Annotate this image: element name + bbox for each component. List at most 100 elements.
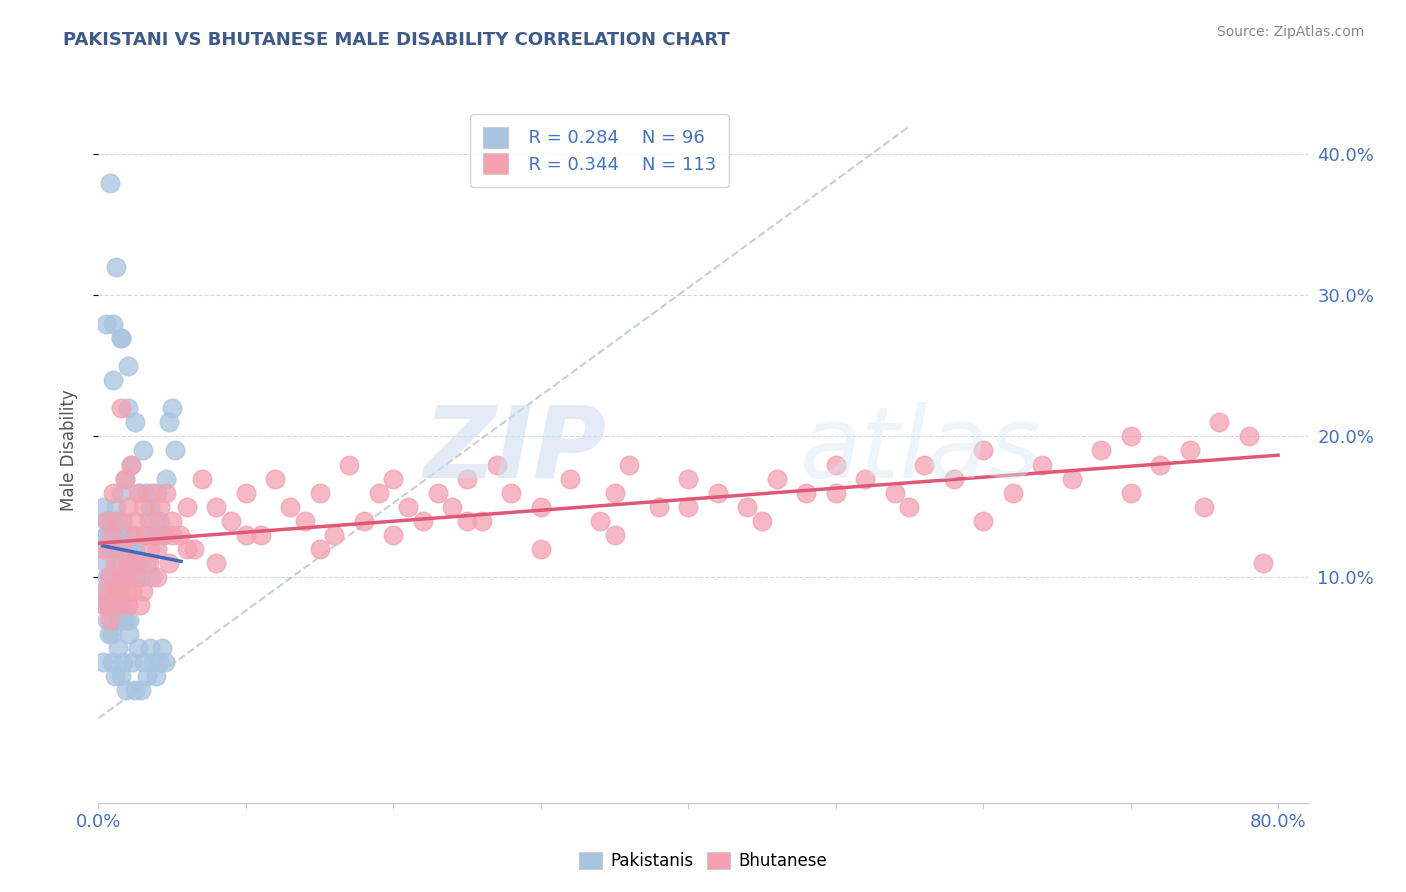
Point: [146, 570, 169, 584]
Point: [108, 599, 131, 613]
Point: [150, 640, 173, 655]
Point: [101, 584, 124, 599]
Point: [100, 528, 122, 542]
Point: [101, 485, 124, 500]
Point: [97, 584, 120, 599]
Point: [235, 485, 257, 500]
Point: [101, 317, 124, 331]
Point: [205, 556, 228, 570]
Point: [97, 542, 120, 557]
Point: [735, 500, 758, 514]
Point: [308, 485, 330, 500]
Point: [382, 472, 405, 486]
Point: [98, 514, 121, 528]
Point: [883, 485, 905, 500]
Point: [115, 584, 138, 599]
Point: [143, 514, 166, 528]
Point: [205, 500, 228, 514]
Point: [160, 514, 183, 528]
Point: [121, 542, 143, 557]
Point: [1178, 443, 1201, 458]
Point: [96, 570, 118, 584]
Point: [235, 528, 257, 542]
Point: [93, 599, 115, 613]
Point: [136, 669, 159, 683]
Text: PAKISTANI VS BHUTANESE MALE DISABILITY CORRELATION CHART: PAKISTANI VS BHUTANESE MALE DISABILITY C…: [63, 31, 730, 49]
Point: [1208, 415, 1230, 429]
Point: [456, 514, 478, 528]
Point: [139, 542, 162, 557]
Point: [141, 485, 163, 500]
Point: [105, 584, 128, 599]
Text: Source: ZipAtlas.com: Source: ZipAtlas.com: [1216, 25, 1364, 39]
Point: [127, 556, 149, 570]
Point: [560, 472, 582, 486]
Point: [530, 542, 553, 557]
Point: [138, 556, 160, 570]
Point: [122, 570, 145, 584]
Point: [824, 458, 846, 472]
Point: [110, 331, 132, 345]
Point: [382, 528, 405, 542]
Point: [97, 599, 120, 613]
Point: [337, 458, 360, 472]
Point: [121, 655, 143, 669]
Point: [112, 613, 135, 627]
Point: [141, 570, 163, 584]
Point: [972, 514, 994, 528]
Point: [124, 415, 146, 429]
Point: [100, 626, 122, 640]
Point: [169, 528, 191, 542]
Point: [1149, 458, 1171, 472]
Point: [294, 514, 316, 528]
Point: [139, 500, 162, 514]
Point: [118, 613, 141, 627]
Point: [120, 570, 142, 584]
Point: [471, 514, 494, 528]
Point: [115, 613, 138, 627]
Point: [485, 458, 508, 472]
Point: [107, 542, 129, 557]
Point: [91, 500, 114, 514]
Point: [135, 485, 157, 500]
Point: [146, 542, 169, 557]
Point: [108, 613, 131, 627]
Point: [1253, 556, 1275, 570]
Point: [98, 599, 121, 613]
Point: [648, 500, 671, 514]
Point: [1194, 500, 1216, 514]
Point: [1090, 443, 1112, 458]
Point: [118, 528, 141, 542]
Point: [93, 584, 115, 599]
Point: [108, 556, 131, 570]
Point: [94, 317, 117, 331]
Point: [118, 556, 141, 570]
Point: [117, 359, 139, 373]
Point: [117, 500, 139, 514]
Point: [94, 514, 117, 528]
Point: [129, 570, 152, 584]
Point: [134, 655, 156, 669]
Point: [107, 640, 129, 655]
Point: [115, 542, 138, 557]
Point: [112, 655, 135, 669]
Point: [160, 528, 183, 542]
Legend: Pakistanis, Bhutanese: Pakistanis, Bhutanese: [572, 845, 834, 877]
Point: [111, 570, 134, 584]
Point: [120, 458, 142, 472]
Point: [127, 640, 149, 655]
Point: [249, 528, 271, 542]
Point: [97, 626, 120, 640]
Point: [114, 570, 136, 584]
Point: [145, 669, 167, 683]
Point: [155, 485, 177, 500]
Point: [124, 556, 146, 570]
Point: [353, 514, 375, 528]
Point: [1237, 429, 1260, 443]
Point: [165, 443, 187, 458]
Point: [105, 500, 128, 514]
Point: [157, 556, 180, 570]
Point: [93, 542, 115, 557]
Point: [124, 514, 146, 528]
Point: [139, 640, 162, 655]
